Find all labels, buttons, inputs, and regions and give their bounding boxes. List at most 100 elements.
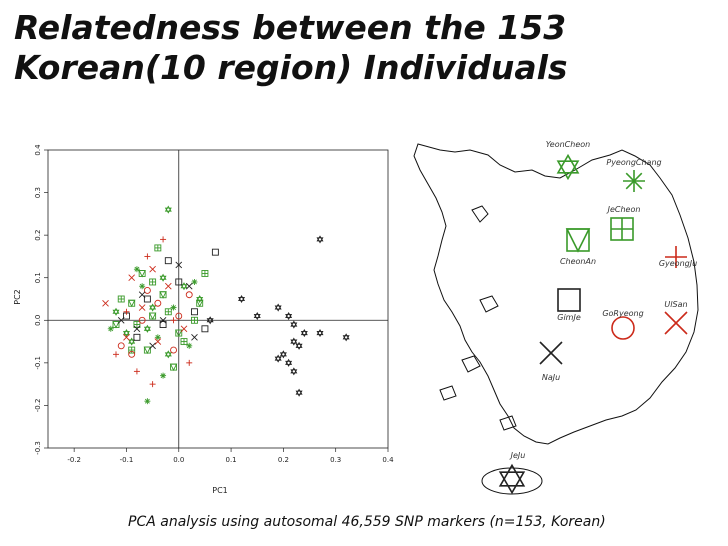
data-point bbox=[117, 316, 125, 324]
x-tick-label: 0.1 bbox=[226, 456, 237, 464]
data-point bbox=[144, 253, 151, 260]
data-point bbox=[128, 337, 136, 346]
data-point bbox=[290, 367, 298, 376]
data-point bbox=[170, 317, 177, 324]
data-point bbox=[175, 261, 183, 269]
data-point bbox=[143, 287, 151, 294]
map-marker-naju bbox=[539, 341, 563, 365]
x-tick-label: 0.3 bbox=[330, 456, 341, 464]
y-tick-label: 0.2 bbox=[34, 230, 42, 241]
data-point bbox=[290, 337, 298, 346]
data-point bbox=[143, 324, 151, 333]
data-point bbox=[133, 266, 140, 273]
series-gimje bbox=[123, 248, 219, 341]
map-marker-ulsan bbox=[664, 311, 688, 335]
series-cheonan bbox=[112, 270, 204, 372]
y-tick-label: 0.4 bbox=[34, 144, 42, 156]
data-point bbox=[206, 316, 214, 325]
data-point bbox=[180, 338, 188, 346]
data-point bbox=[123, 308, 130, 315]
data-point bbox=[144, 398, 151, 405]
x-tick-label: 0.2 bbox=[278, 456, 289, 464]
series-ulsan bbox=[102, 265, 188, 345]
data-point bbox=[316, 329, 324, 338]
data-point bbox=[180, 325, 188, 333]
map-marker-jeju bbox=[498, 463, 526, 495]
data-point bbox=[342, 333, 350, 342]
series-naju bbox=[117, 261, 198, 350]
data-point bbox=[117, 295, 125, 303]
data-point bbox=[191, 278, 198, 285]
data-point bbox=[138, 316, 146, 324]
data-point bbox=[159, 291, 167, 299]
map-label-pyeongchang: PyeongChang bbox=[606, 158, 661, 167]
data-point bbox=[201, 270, 209, 277]
data-point bbox=[274, 354, 282, 363]
map-label-gimje: GimJe bbox=[557, 313, 581, 322]
map-label-naju: NaJu bbox=[542, 373, 560, 382]
data-point bbox=[175, 312, 183, 320]
data-point bbox=[133, 325, 141, 333]
data-point bbox=[191, 316, 198, 324]
data-point bbox=[159, 273, 167, 282]
data-point bbox=[148, 312, 157, 321]
series-gyeongju bbox=[113, 236, 193, 388]
data-point bbox=[211, 248, 219, 256]
data-point bbox=[274, 303, 282, 312]
data-point bbox=[117, 342, 125, 350]
data-point bbox=[127, 299, 136, 308]
data-point bbox=[149, 381, 156, 388]
data-point bbox=[180, 282, 188, 291]
map-marker-gyeongju bbox=[665, 246, 687, 268]
data-point bbox=[149, 342, 156, 350]
data-point bbox=[186, 359, 193, 366]
data-point bbox=[102, 299, 109, 307]
data-point bbox=[128, 346, 136, 354]
data-point bbox=[159, 316, 167, 324]
data-point bbox=[133, 333, 141, 341]
y-tick-label: -0.3 bbox=[34, 441, 42, 455]
data-point bbox=[113, 351, 119, 358]
data-point bbox=[170, 304, 177, 311]
data-point bbox=[164, 205, 172, 214]
data-point bbox=[139, 283, 146, 290]
data-point bbox=[169, 363, 178, 372]
map-outline bbox=[413, 143, 699, 495]
data-point bbox=[107, 325, 114, 332]
map-marker-pyeongchang bbox=[623, 170, 645, 192]
data-point bbox=[149, 278, 157, 286]
data-point bbox=[143, 346, 152, 355]
x-axis-label: PC1 bbox=[212, 486, 228, 495]
map-label-gyeongju: GyeongJu bbox=[659, 259, 697, 268]
data-point bbox=[253, 311, 261, 321]
y-tick-label: -0.2 bbox=[34, 399, 42, 413]
data-point bbox=[160, 372, 167, 379]
series-pyeongchang bbox=[107, 266, 198, 405]
data-point bbox=[164, 308, 172, 316]
data-point bbox=[164, 350, 172, 359]
map-label-goryeong: GoRyeong bbox=[602, 309, 643, 318]
x-tick-label: 0.0 bbox=[173, 456, 184, 464]
data-point bbox=[128, 350, 136, 358]
series-jecheon bbox=[117, 244, 209, 354]
data-point bbox=[201, 325, 209, 333]
data-point bbox=[164, 257, 172, 265]
plot-frame bbox=[47, 149, 389, 449]
data-point bbox=[290, 320, 298, 329]
y-tick-label: 0.0 bbox=[34, 315, 42, 326]
data-point bbox=[170, 346, 177, 354]
data-point bbox=[175, 278, 183, 286]
data-point bbox=[238, 294, 246, 304]
map-marker-goryeong bbox=[611, 316, 635, 340]
map-label-ulsan: UlSan bbox=[664, 300, 687, 309]
map-marker-gimje bbox=[557, 288, 581, 312]
data-point bbox=[186, 342, 193, 349]
map-label-jecheon: JeCheon bbox=[606, 205, 641, 214]
map-marker-jecheon bbox=[610, 217, 634, 241]
figure-caption: PCA analysis using autosomal 46,559 SNP … bbox=[128, 514, 606, 530]
data-point bbox=[112, 321, 120, 329]
x-tick-label: 0.4 bbox=[382, 456, 394, 464]
data-point bbox=[300, 329, 308, 338]
series-yeoncheon bbox=[112, 205, 204, 359]
